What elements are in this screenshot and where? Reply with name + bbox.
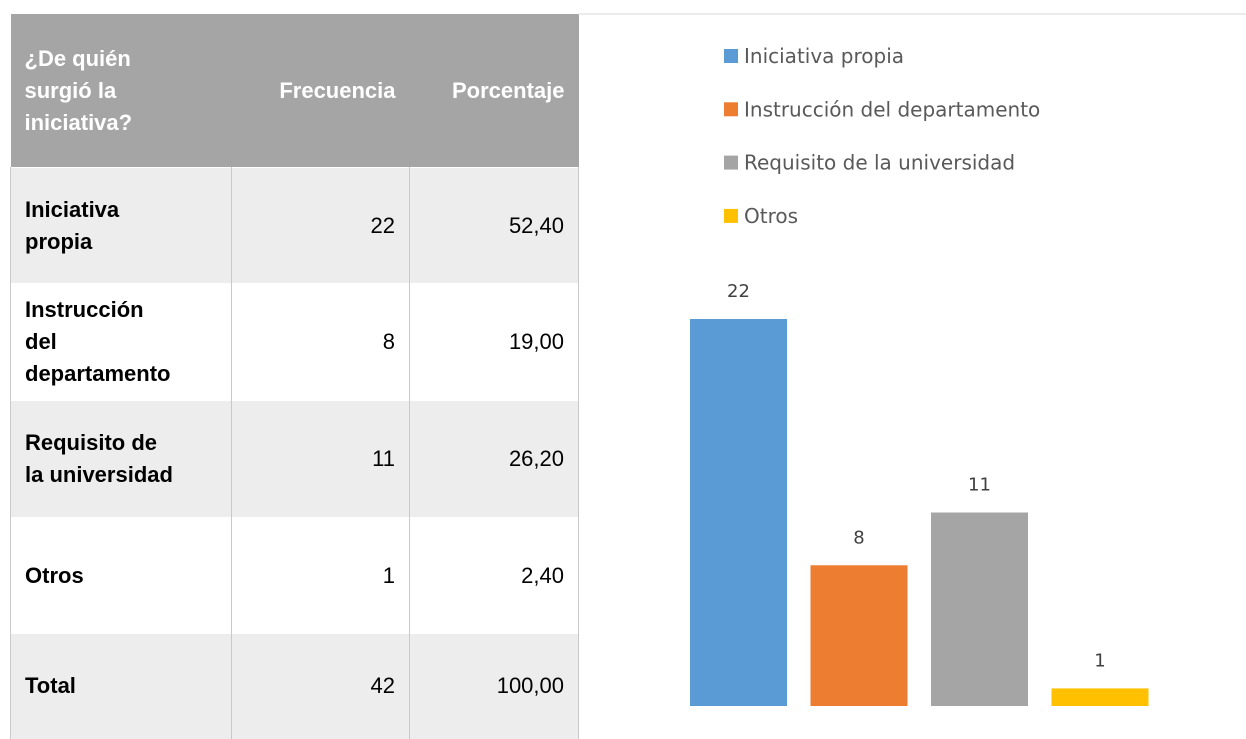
table-cell: 26,20 [409,400,579,518]
table-row: Instrucción del departamento 8 19,00 [10,283,579,401]
header-text: Porcentaje [452,77,565,103]
data-label: 1 [1094,650,1105,671]
cell-text: 11 [372,446,395,471]
bar [810,565,908,706]
data-table: ¿De quién surgió la iniciativa? Frecuenci… [10,14,579,739]
cell-text: 42 [370,673,395,699]
table-cell: 52,40 [409,167,579,284]
table-cell: Iniciativa propia [10,167,232,284]
table-row: Otros 1 2,40 [10,517,579,634]
table-cell: Instrucción del departamento [10,283,232,401]
cell-text: 26,20 [508,446,564,471]
header-cell: ¿De quién surgió la iniciativa? [10,14,232,168]
legend-label: Requisito de la universidad [744,151,1015,175]
table-row: Total 42 100,00 [10,633,579,739]
cell-text: 52,40 [508,212,564,238]
table-cell: 8 [231,283,410,401]
chart: Iniciativa propia Instrucción del departa… [578,13,1246,706]
cell-text: Instrucción del departamento [25,297,171,386]
cell-text: 22 [370,212,395,238]
data-label: 8 [853,527,864,548]
cell-text: 8 [382,329,395,354]
header-cell: Frecuencia [231,14,410,168]
legend-label: Iniciativa propia [744,44,904,68]
table-cell: 19,00 [409,283,579,401]
bar [931,512,1028,706]
table-cell: Otros [10,517,232,634]
cell-text: Total [25,673,76,699]
table-body: Iniciativa propia 22 52,40 Instrucción del … [10,167,579,739]
legend-swatch [724,208,738,223]
cell-text: 19,00 [508,329,564,354]
legend-swatch [724,155,738,170]
table-cell: 22 [231,167,410,284]
cell-text: Requisito de la universidad [25,430,173,487]
table-cell: Total [10,633,232,739]
table-cell: 100,00 [409,633,579,739]
legend-label: Instrucción del departamento [744,97,1040,121]
table-cell: 11 [231,400,410,518]
cell-text: 1 [382,562,395,588]
header-text: Frecuencia [279,77,396,103]
table-cell: 2,40 [409,517,579,634]
legend-swatch [724,102,738,117]
bar [690,319,787,706]
data-label: 11 [968,475,991,496]
legend-swatch [724,49,738,63]
header-text: ¿De quién surgió la iniciativa? [24,45,133,135]
table-row: Requisito de la universidad 11 26,20 [10,400,579,518]
header-row: ¿De quién surgió la iniciativa? Frecuenci… [10,14,579,168]
table-cell: 1 [231,517,410,634]
cell-text: Iniciativa propia [25,196,120,254]
data-label: 22 [727,281,750,302]
cell-text: Otros [25,562,84,588]
table-row: Iniciativa propia 22 52,40 [10,167,579,284]
cell-text: 100,00 [496,673,564,699]
legend-label: Otros [744,204,798,228]
table-cell: Requisito de la universidad [10,400,232,518]
bar [1051,688,1149,706]
table-cell: 42 [231,633,410,739]
cell-text: 2,40 [521,562,564,588]
header-cell: Porcentaje [409,14,579,168]
